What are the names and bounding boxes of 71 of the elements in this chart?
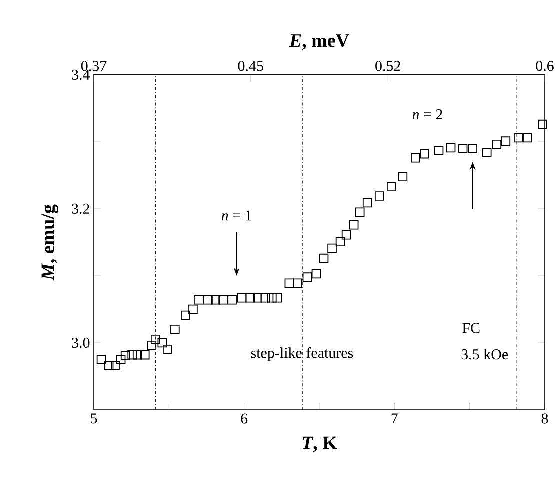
point [411, 153, 420, 163]
point [362, 198, 372, 208]
point [514, 133, 524, 143]
point [246, 293, 255, 303]
x-tick-label: 7 [392, 414, 398, 424]
point [181, 310, 190, 320]
y-tick-label: 3.2 [72, 204, 90, 214]
x2-axis-title: E, meV [289, 34, 350, 50]
point [211, 295, 220, 305]
point [468, 144, 478, 154]
point [204, 295, 213, 305]
point [349, 220, 359, 230]
x2-tick-label: 0.52 [376, 61, 400, 72]
point [228, 295, 237, 305]
point [420, 149, 430, 159]
annotation: n = 1 [222, 210, 252, 221]
point [128, 350, 137, 360]
annotation: step-like features [251, 348, 354, 362]
point [163, 345, 172, 354]
point [132, 350, 142, 360]
point [147, 341, 157, 350]
point [336, 237, 346, 246]
point [398, 172, 408, 182]
x-axis-title: T, K [302, 436, 338, 452]
point [170, 324, 180, 334]
point [355, 208, 365, 217]
y-axis-title: M, emu/g [42, 204, 58, 281]
point [260, 293, 270, 303]
point [267, 293, 277, 303]
point [458, 144, 468, 154]
point [387, 182, 396, 192]
point [96, 355, 106, 364]
point [284, 278, 294, 288]
point [188, 304, 198, 314]
x-tick-label: 8 [542, 414, 548, 424]
point [302, 272, 312, 282]
point [342, 230, 352, 240]
point [374, 192, 384, 201]
point [140, 350, 150, 360]
y-tick-label: 3.4 [72, 70, 90, 80]
annotation: n = 2 [412, 110, 442, 120]
point [150, 334, 160, 344]
y-tick-label: 3.0 [72, 338, 90, 348]
point [293, 278, 302, 288]
point [111, 361, 120, 370]
x2-tick-label: 0.6 [536, 61, 554, 72]
point [523, 133, 532, 143]
point [501, 136, 511, 146]
point [116, 355, 126, 364]
point [312, 269, 322, 279]
point [272, 293, 282, 303]
point [482, 148, 492, 158]
point [328, 244, 337, 254]
annotation: 3.5 kOe [462, 349, 508, 360]
point [218, 295, 228, 305]
point [538, 120, 548, 130]
point [434, 146, 444, 156]
x2-tick-label: 0.45 [238, 61, 264, 72]
point [492, 140, 502, 150]
x-tick-label: 5 [91, 414, 98, 424]
point [237, 293, 247, 303]
point [253, 293, 263, 303]
x2-tick-label: 0.37 [81, 61, 107, 72]
point [158, 338, 168, 348]
point [104, 361, 114, 370]
point [120, 351, 130, 360]
annotation: FC [462, 323, 480, 334]
point [446, 143, 456, 153]
point [194, 295, 204, 305]
x-tick-label: 6 [241, 414, 248, 424]
point [319, 254, 329, 264]
